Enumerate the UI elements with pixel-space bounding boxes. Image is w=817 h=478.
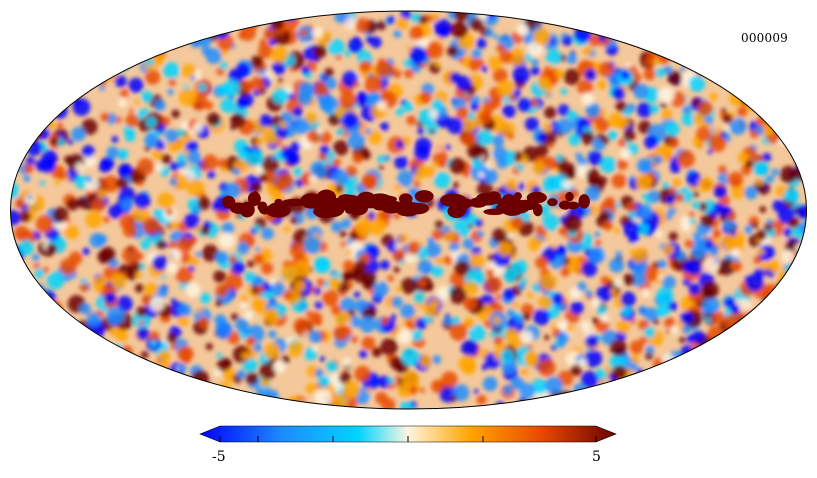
colorbar-min-label: -5: [212, 449, 226, 465]
colorbar: [199, 425, 617, 443]
sky-map-texture: [10, 11, 807, 409]
galactic-plane-band: [222, 189, 590, 219]
map-outline: [10, 10, 807, 410]
map-index-label: 000009: [741, 31, 789, 45]
colorbar-max-label: 5: [592, 449, 601, 465]
